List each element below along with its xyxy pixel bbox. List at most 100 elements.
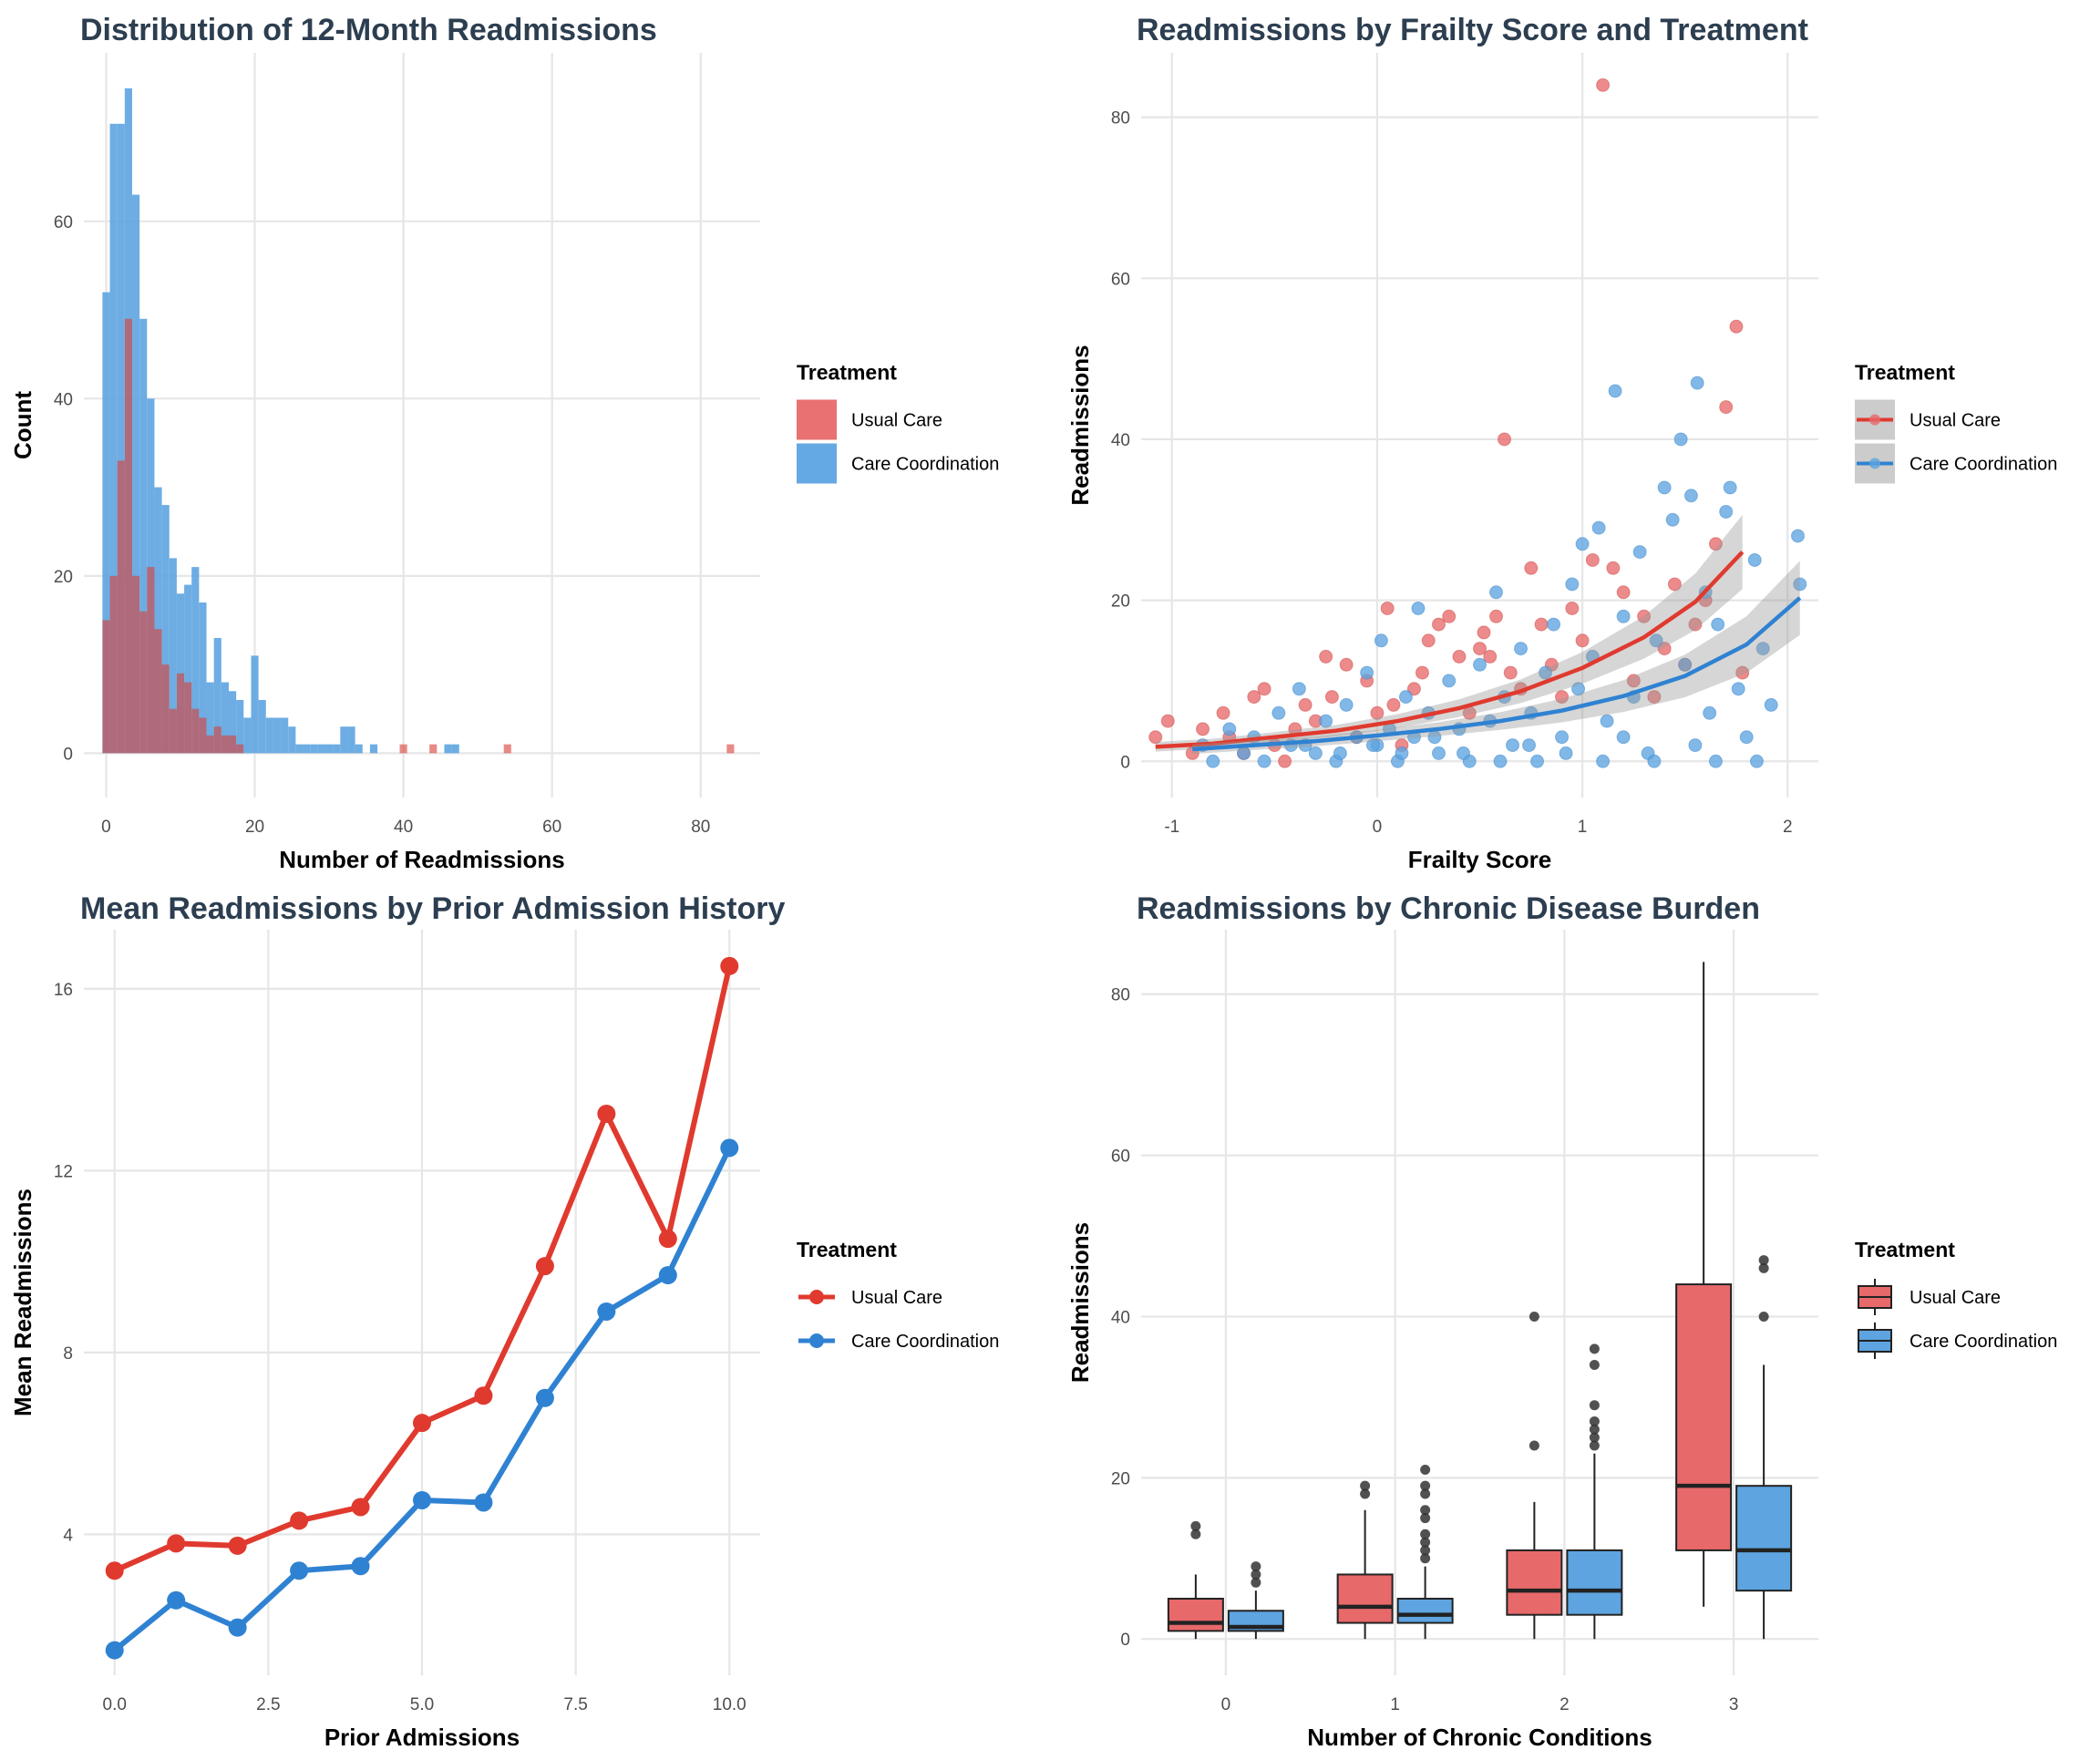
care-coordination-box	[1735, 1485, 1793, 1592]
care-coordination-point	[1206, 754, 1220, 768]
y-axis-label: Mean Readmissions	[9, 1189, 36, 1416]
legend-title: Treatment	[1855, 361, 1955, 385]
usual-care-point	[1555, 690, 1570, 705]
care-coordination-bar	[117, 123, 125, 754]
care-coordination-point	[720, 1138, 739, 1158]
legend-key-usual-care	[1858, 1279, 1892, 1315]
usual-care-point	[1708, 537, 1723, 551]
care-coordination-point	[1747, 552, 1762, 567]
x-tick-label: 0	[101, 818, 111, 837]
usual-care-bar	[213, 726, 221, 754]
panel-frailty-scatter: Readmissions by Frailty Score and Treatm…	[1066, 13, 2057, 873]
care-coordination-point	[1608, 384, 1622, 398]
usual-care-point	[1370, 705, 1385, 720]
usual-care-point	[1719, 400, 1734, 415]
usual-care-bar	[169, 708, 177, 754]
x-tick-label: 0.0	[103, 1695, 127, 1714]
box-outlier	[1589, 1432, 1600, 1443]
y-tick-label: 40	[54, 390, 73, 409]
x-tick-label: 60	[542, 818, 561, 837]
usual-care-bar	[117, 460, 125, 754]
care-coordination-point	[1539, 665, 1553, 680]
box-outlier	[1589, 1360, 1600, 1371]
usual-care-point	[1534, 617, 1549, 632]
legend-key-care-coordination	[797, 443, 837, 484]
care-coordination-point	[1731, 682, 1745, 696]
box-outlier	[1758, 1262, 1769, 1273]
care-coordination-point	[1703, 705, 1717, 720]
care-coordination-point	[351, 1557, 370, 1576]
legend: Treatment Usual Care Care Coordination	[1855, 361, 2057, 484]
care-coordination-box	[1396, 1597, 1454, 1624]
usual-care-point	[1386, 697, 1401, 712]
care-coordination-bar	[273, 717, 282, 754]
care-coordination-point	[1522, 738, 1537, 753]
usual-care-trend-line	[1155, 551, 1745, 749]
usual-care-bar	[176, 673, 185, 754]
usual-care-bar	[399, 744, 407, 754]
care-coordination-point	[1555, 730, 1570, 745]
y-tick-label: 16	[54, 981, 73, 1000]
care-coordination-bar	[213, 637, 221, 754]
usual-care-point	[1452, 649, 1467, 664]
care-coordination-bar	[340, 726, 348, 754]
usual-care-point	[1257, 682, 1271, 696]
y-tick-label: 4	[63, 1526, 73, 1545]
care-coordination-point	[1690, 376, 1704, 390]
box-outlier	[1190, 1520, 1201, 1531]
usual-care-point	[1637, 609, 1652, 623]
usual-care-point	[535, 1257, 554, 1276]
usual-care-box	[1167, 1597, 1224, 1632]
y-tick-label: 20	[1111, 1469, 1130, 1488]
care-coordination-point	[1683, 489, 1698, 503]
x-tick-label: 40	[394, 818, 413, 837]
care-coordination-point	[1431, 746, 1446, 760]
usual-care-box	[1675, 1283, 1733, 1551]
y-tick-label: 60	[54, 213, 73, 232]
care-coordination-point	[1616, 730, 1631, 745]
usual-care-point	[1596, 77, 1611, 92]
usual-care-bar	[206, 735, 214, 754]
care-coordination-point	[1749, 754, 1764, 768]
care-coordination-point	[1711, 617, 1725, 632]
usual-care-point	[1606, 561, 1621, 575]
care-coordination-point	[1374, 633, 1388, 648]
box-outlier	[1251, 1569, 1261, 1580]
box-outlier	[1589, 1424, 1600, 1435]
box-outlier	[1758, 1311, 1769, 1322]
x-tick-label: 1	[1390, 1695, 1400, 1714]
usual-care-point	[1406, 682, 1421, 696]
box-outlier	[1190, 1529, 1201, 1539]
usual-care-point	[1647, 690, 1662, 705]
usual-care-point	[1735, 665, 1750, 680]
usual-care-point	[658, 1230, 677, 1249]
care-coordination-bar	[109, 123, 118, 754]
care-coordination-point	[1665, 512, 1680, 527]
care-coordination-bar	[317, 744, 325, 754]
care-coordination-point	[1596, 754, 1611, 768]
care-coordination-bar	[184, 584, 192, 754]
legend-key-care-coordination	[1855, 443, 1895, 484]
y-axis-label: Readmissions	[1066, 1222, 1094, 1383]
usual-care-bar	[229, 735, 237, 754]
usual-care-point	[597, 1105, 616, 1124]
care-coordination-point	[474, 1493, 493, 1512]
usual-care-point	[105, 1561, 124, 1580]
care-coordination-bar	[369, 744, 378, 754]
y-tick-label: 12	[54, 1162, 73, 1181]
care-coordination-trend-line	[1192, 596, 1802, 752]
chart-title: Readmissions by Frailty Score and Treatm…	[1137, 13, 1808, 47]
y-tick-label: 0	[63, 745, 73, 764]
care-coordination-point	[1489, 585, 1504, 600]
x-tick-label: 7.5	[563, 1695, 587, 1714]
box-outlier	[1589, 1440, 1600, 1451]
y-tick-label: 40	[1111, 431, 1130, 450]
usual-care-point	[413, 1414, 431, 1433]
usual-care-bar	[503, 744, 511, 754]
box-outlier	[1589, 1415, 1600, 1426]
y-tick-label: 0	[1120, 753, 1130, 772]
care-coordination-bar	[229, 691, 237, 754]
box-outlier	[1529, 1311, 1539, 1322]
care-coordination-bar	[288, 726, 296, 754]
box-outlier	[1251, 1577, 1261, 1588]
